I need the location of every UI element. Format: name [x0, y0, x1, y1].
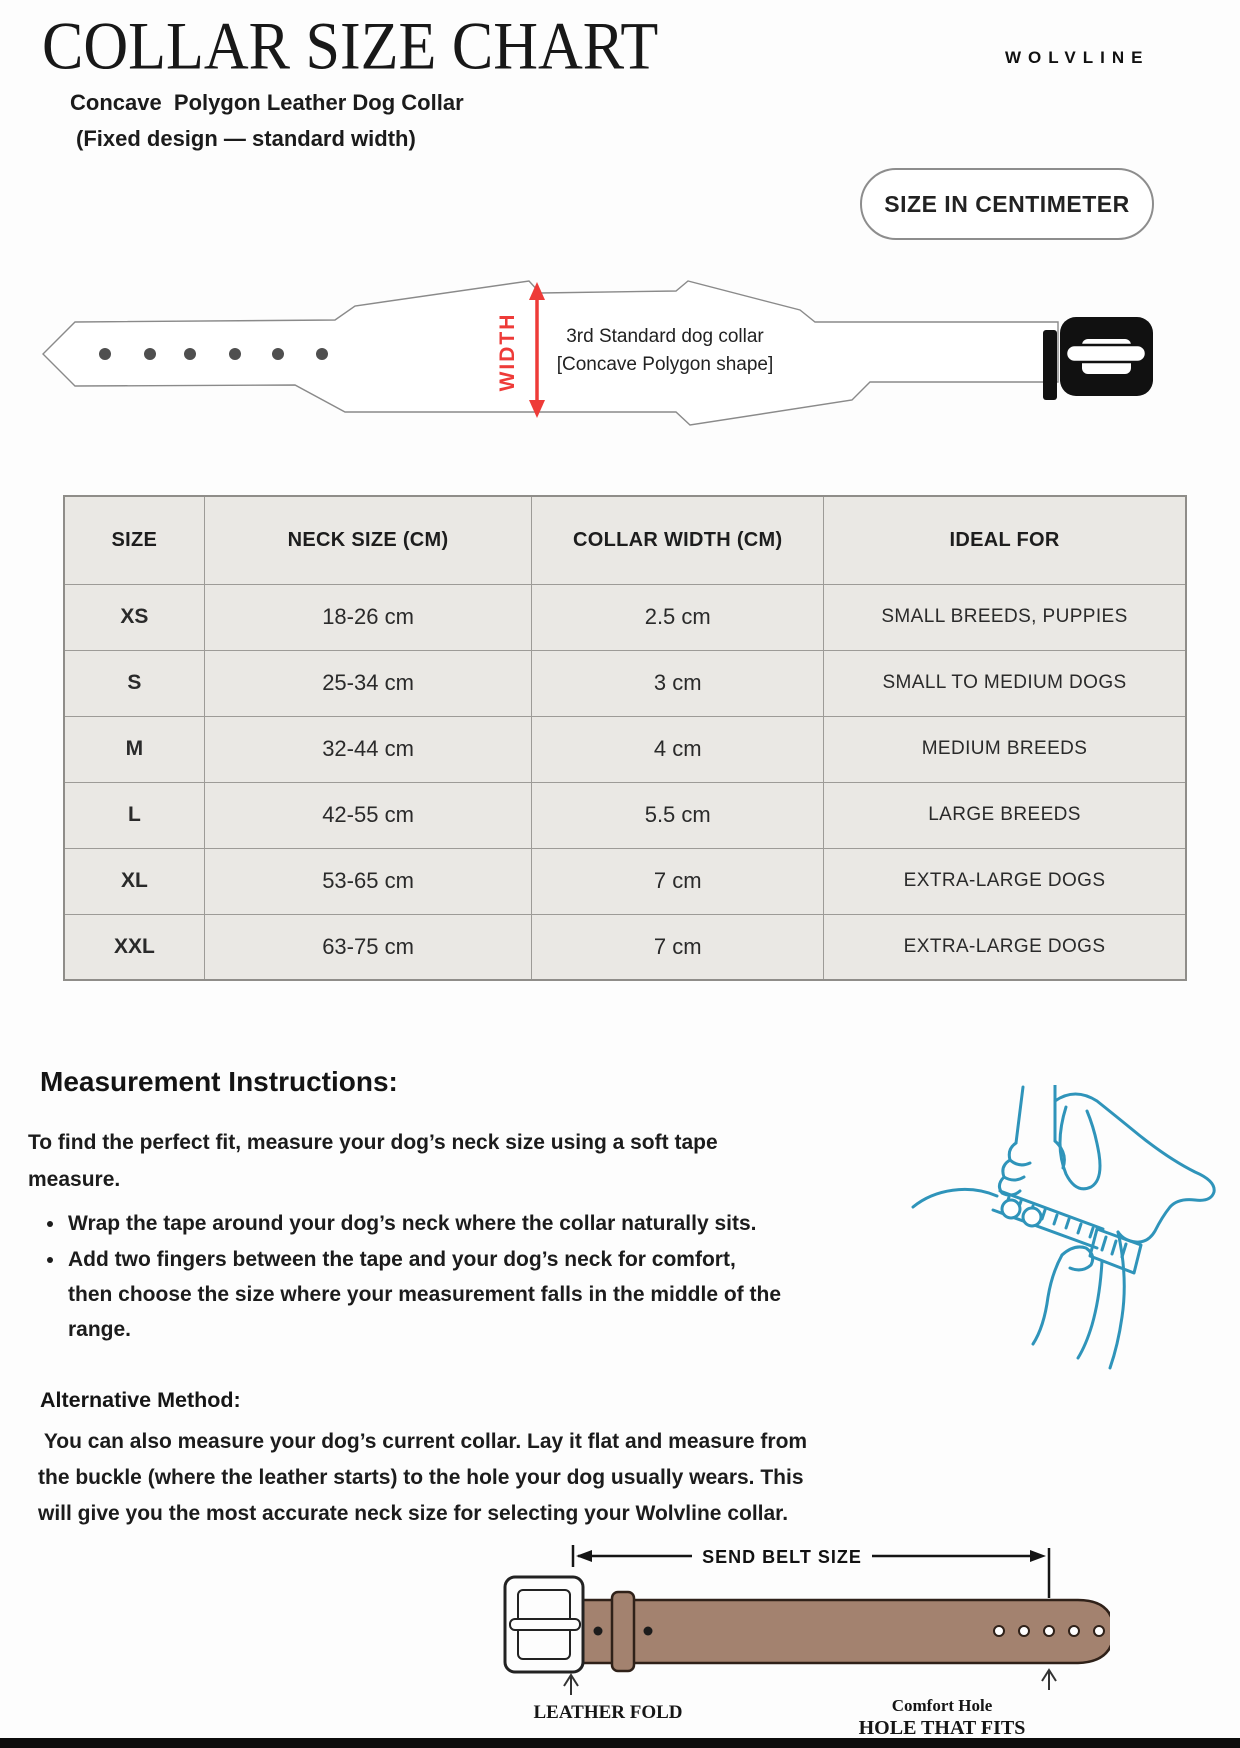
collar-caption-line1: 3rd Standard dog collar: [566, 326, 764, 347]
hole-that-fits-label: HOLE THAT FITS: [859, 1717, 1026, 1738]
comfort-hole-label: Comfort Hole: [892, 1696, 993, 1715]
belt-hole: [643, 1626, 653, 1636]
list-item: Add two fingers between the tape and you…: [66, 1242, 783, 1347]
table-row: L 42-55 cm 5.5 cm LARGE BREEDS: [63, 781, 1187, 849]
measurement-intro-text: To find the perfect fit, measure your do…: [28, 1131, 718, 1191]
cell-neck: 32-44 cm: [203, 715, 533, 783]
width-arrow: [529, 282, 545, 418]
cell-width: 3 cm: [531, 649, 825, 717]
page-title: COLLAR SIZE CHART: [42, 9, 659, 84]
design-subtitle: (Fixed design — standard width): [76, 126, 416, 151]
col-header-size: SIZE: [63, 495, 205, 585]
col-header-width: COLLAR WIDTH (CM): [531, 495, 825, 585]
cell-ideal: SMALL TO MEDIUM DOGS: [823, 649, 1187, 717]
cell-ideal: EXTRA-LARGE DOGS: [823, 913, 1187, 981]
belt-strap: [563, 1598, 1110, 1665]
collar-holes: [99, 348, 328, 360]
cell-size: XL: [63, 847, 205, 915]
collar-diagram: WIDTH 3rd Standard dog collar [Concave P…: [42, 280, 1153, 426]
cell-neck: 18-26 cm: [203, 583, 533, 651]
size-unit-badge-label: SIZE IN CENTIMETER: [884, 190, 1130, 217]
comfort-hole-arrow: [1041, 1668, 1057, 1690]
belt-hole: [593, 1626, 603, 1636]
belt-adjustment-holes: [993, 1625, 1105, 1637]
belt-size-diagram: SEND BELT SIZE LEATHER FOLD Comfo: [503, 1545, 1110, 1738]
product-subtitle: Concave Polygon Leather Dog Collar: [70, 90, 464, 115]
cell-size: XS: [63, 583, 205, 651]
table-row: XS 18-26 cm 2.5 cm SMALL BREEDS, PUPPIES: [63, 583, 1187, 651]
cell-ideal: SMALL BREEDS, PUPPIES: [823, 583, 1187, 651]
cell-size: L: [63, 781, 205, 849]
cell-width: 7 cm: [531, 847, 825, 915]
cell-neck: 53-65 cm: [203, 847, 533, 915]
send-belt-size-dimension: [571, 1545, 1051, 1598]
cell-ideal: LARGE BREEDS: [823, 781, 1187, 849]
cell-neck: 63-75 cm: [203, 913, 533, 981]
leather-fold-label: LEATHER FOLD: [533, 1702, 682, 1723]
cell-ideal: MEDIUM BREEDS: [823, 715, 1187, 783]
collar-caption-line2: [Concave Polygon shape]: [557, 354, 774, 375]
collar-outline-shape: [42, 280, 1059, 426]
list-item: Wrap the tape around your dog’s neck whe…: [66, 1206, 783, 1241]
leather-fold-arrow: [563, 1673, 579, 1695]
table-row: XXL 63-75 cm 7 cm EXTRA-LARGE DOGS: [63, 913, 1187, 981]
cell-width: 2.5 cm: [531, 583, 825, 651]
cell-size: S: [63, 649, 205, 717]
table-row: XL 53-65 cm 7 cm EXTRA-LARGE DOGS: [63, 847, 1187, 915]
table-row: M 32-44 cm 4 cm MEDIUM BREEDS: [63, 715, 1187, 783]
size-chart-table: SIZE NECK SIZE (CM) COLLAR WIDTH (CM) ID…: [63, 495, 1187, 981]
send-belt-size-label: SEND BELT SIZE: [702, 1547, 862, 1567]
belt-buckle-icon: [503, 1575, 585, 1674]
measurement-instructions-heading: Measurement Instructions:: [40, 1066, 398, 1097]
size-unit-badge: SIZE IN CENTIMETER: [860, 168, 1154, 240]
table-row: S 25-34 cm 3 cm SMALL TO MEDIUM DOGS: [63, 649, 1187, 717]
cell-size: XXL: [63, 913, 205, 981]
col-header-ideal: IDEAL FOR: [823, 495, 1187, 585]
page-footer-bar: [0, 1738, 1240, 1748]
cell-width: 7 cm: [531, 913, 825, 981]
cell-ideal: EXTRA-LARGE DOGS: [823, 847, 1187, 915]
col-header-neck: NECK SIZE (CM): [203, 495, 533, 585]
cell-neck: 25-34 cm: [203, 649, 533, 717]
collar-buckle-icon: [1043, 317, 1153, 400]
dog-neck-measurement-illustration: [911, 1085, 1216, 1370]
belt-keeper-loop: [610, 1590, 636, 1673]
cell-size: M: [63, 715, 205, 783]
cell-width: 5.5 cm: [531, 781, 825, 849]
alternative-method-heading: Alternative Method:: [40, 1388, 241, 1412]
cell-neck: 42-55 cm: [203, 781, 533, 849]
alternative-method-text: You can also measure your dog’s current …: [38, 1430, 813, 1525]
measurement-bullet-list: Wrap the tape around your dog’s neck whe…: [36, 1206, 826, 1348]
brand-logo: WOLVLINE: [1005, 48, 1150, 67]
width-arrow-label: WIDTH: [496, 313, 519, 392]
cell-width: 4 cm: [531, 715, 825, 783]
table-header-row: SIZE NECK SIZE (CM) COLLAR WIDTH (CM) ID…: [63, 495, 1187, 585]
